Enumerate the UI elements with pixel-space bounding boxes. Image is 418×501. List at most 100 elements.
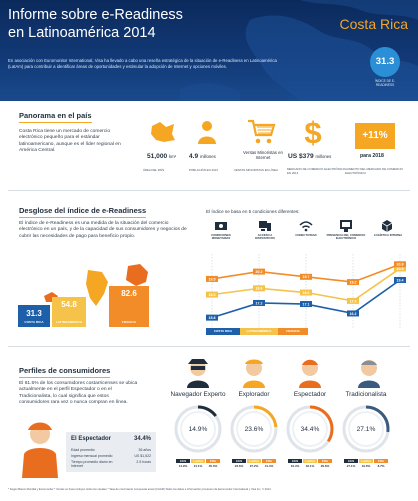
- condition-label-2: CONECTIVIDAD: [295, 233, 317, 237]
- spectator-row-time: Tiempo promedio diario en Internet 2.5 ho…: [71, 460, 151, 469]
- ecommerce-icon: [340, 220, 352, 232]
- header-banner: Informe sobre e-Readiness en Latinoaméri…: [0, 0, 418, 101]
- divider-2: [8, 346, 410, 347]
- condition-label-1: ACCESO A DISPOSITIVOS: [255, 233, 275, 241]
- seg-value-2-1: 32.1%: [305, 464, 315, 468]
- seg-value-0-2: 20.3%: [208, 464, 218, 468]
- seg-header-3-1: LatAm: [359, 459, 373, 463]
- data-label-2-4: 20.9: [397, 263, 404, 267]
- data-label-1-2: 18.2: [303, 291, 310, 295]
- spectator-small-avatar-icon: [299, 359, 321, 388]
- data-label-1-4: 20.5: [397, 267, 404, 271]
- spectator-avatar-icon: [22, 422, 58, 478]
- title-line-2: en Latinoamérica 2014: [8, 25, 156, 41]
- ring-inner-1: [236, 411, 272, 447]
- seg-header-0-0: CCS: [176, 459, 190, 463]
- data-label-1-3: 17.4: [350, 299, 357, 303]
- data-label-0-0: 15.8: [209, 316, 216, 320]
- data-label-1-1: 18.6: [256, 287, 263, 291]
- seg-header-0-2: FRA: [206, 459, 220, 463]
- wifi-icon: [299, 221, 313, 232]
- traditionalist-avatar-icon: [358, 360, 380, 388]
- ring-arc-2: [286, 405, 334, 453]
- data-point-1-2: [300, 289, 312, 296]
- stat-area-value: 51,000 km²: [147, 153, 177, 160]
- stat-growth-label: AUMENTO DEL MERCADO DE COMERCIO ELECTRÓN…: [345, 167, 403, 175]
- seg-value-3-0: 27.1%: [346, 464, 356, 468]
- seg-header-2-2: FRA: [318, 459, 332, 463]
- stat-population-label: POBLACIÓN EN 2013: [189, 168, 218, 172]
- spectator-card-pct: 34.4%: [133, 436, 151, 442]
- persona-rings: [174, 405, 390, 453]
- seg-header-1-2: FRA: [262, 459, 276, 463]
- bar-france-label: FRANCIA: [121, 320, 137, 324]
- area-icon: [151, 122, 175, 142]
- expert-navigator-avatar-icon: [187, 359, 209, 388]
- data-point-2-2: [300, 273, 312, 280]
- bar-latam-value: 54.8: [61, 300, 77, 309]
- devices-icon: [259, 221, 271, 231]
- perfiles-title: Perfiles de consumidores: [19, 366, 111, 378]
- ring-value-1: 23.6%: [244, 426, 264, 433]
- data-label-0-4: 19.4: [397, 278, 404, 282]
- data-point-0-4: [394, 276, 406, 283]
- bar-costa-rica-value: 31.3: [26, 309, 42, 318]
- intro-text: En asociación con Euromonitor Internatio…: [8, 58, 277, 70]
- seg-value-3-2: 8.7%: [377, 464, 385, 468]
- data-point-2-0: [206, 275, 218, 282]
- ring-arc-1: [230, 405, 278, 453]
- bar-costa-rica: 31.3: [18, 305, 50, 327]
- seg-header-1-1: LatAm: [247, 459, 261, 463]
- data-label-1-0: 18.0: [209, 293, 216, 297]
- spectator-row-age: Edad promedio 36 años: [71, 448, 151, 452]
- title-line-1: Informe sobre e-Readiness: [8, 7, 183, 23]
- data-point-0-0: [206, 314, 218, 321]
- data-point-1-0: [206, 291, 218, 298]
- seg-header-0-1: LatAm: [191, 459, 205, 463]
- divider-1: [8, 190, 410, 191]
- bar-costa-rica-label: COSTA RICA: [24, 320, 44, 324]
- legend-costa-rica: COSTA RICA: [206, 328, 240, 335]
- data-label-2-1: 20.2: [256, 270, 263, 274]
- legend-france: FRANCIA: [278, 328, 308, 335]
- score-label: ÍNDICE DE E-READINESS: [374, 79, 396, 87]
- seg-value-3-1: 19.6%: [361, 464, 371, 468]
- population-icon: [198, 121, 216, 144]
- persona-name-1: Explorador: [238, 391, 270, 398]
- seg-header-1-0: CCS: [232, 459, 246, 463]
- ring-arc-0: [174, 405, 222, 453]
- world-map-background: [180, 0, 418, 101]
- report-title: Informe sobre e-Readiness en Latinoaméri…: [8, 6, 183, 42]
- spectator-row-income: Ingreso mensual promedio US $1,522: [71, 454, 151, 458]
- data-label-0-1: 17.2: [256, 301, 263, 305]
- data-label-0-2: 17.1: [303, 302, 310, 306]
- data-label-0-3: 16.2: [350, 312, 357, 316]
- money-icon: [215, 222, 227, 230]
- data-point-1-4: [394, 265, 406, 272]
- stat-area-label: ÁREA DEL PAÍS: [143, 168, 165, 172]
- stat-cart-value: Ventas Minoristas en Internet: [243, 150, 283, 160]
- conditions-title: El índice se basa en 5 condiciones difer…: [206, 209, 300, 214]
- seg-value-0-0: 14.9%: [178, 464, 188, 468]
- data-point-2-4: [394, 261, 406, 268]
- condition-label-0: CONDICIONES MONETARIAS: [211, 233, 231, 241]
- desglose-title: Desglose del índice de e-Readiness: [19, 206, 147, 218]
- seg-value-1-0: 23.6%: [234, 464, 244, 468]
- bar-france-value: 82.6: [121, 289, 137, 298]
- panorama-title: Panorama en el país: [19, 111, 92, 123]
- ereadiness-score: 31.3: [370, 47, 400, 77]
- perfiles-text: El 61.5% de los consumidores costarricen…: [19, 381, 138, 405]
- seg-value-0-1: 21.1%: [193, 464, 203, 468]
- condition-label-4: LOGÍSTICA INTERNA: [373, 233, 403, 237]
- persona-name-3: Tradicionalista: [345, 391, 387, 398]
- country-maps: [44, 264, 148, 306]
- stat-market-label: MERCADO DE COMERCIO ELECTRÓNICO EN 2013: [287, 167, 345, 175]
- stat-growth-unit: para 2018: [360, 153, 384, 159]
- explorer-avatar-icon: [243, 359, 265, 388]
- conditions-line-chart: 15.8 17.2 17.1 16.2 19.4 18.0 18.6 18.2 17.4 20.5…: [206, 254, 406, 328]
- spectator-card-title: El Espectador: [71, 436, 112, 442]
- data-point-2-3: [347, 279, 359, 286]
- footer-notes: * Según Banco Mundial y Euromonitor * Ve…: [8, 488, 271, 491]
- latam-map-icon: [86, 270, 108, 306]
- seg-header-3-2: FRA: [374, 459, 388, 463]
